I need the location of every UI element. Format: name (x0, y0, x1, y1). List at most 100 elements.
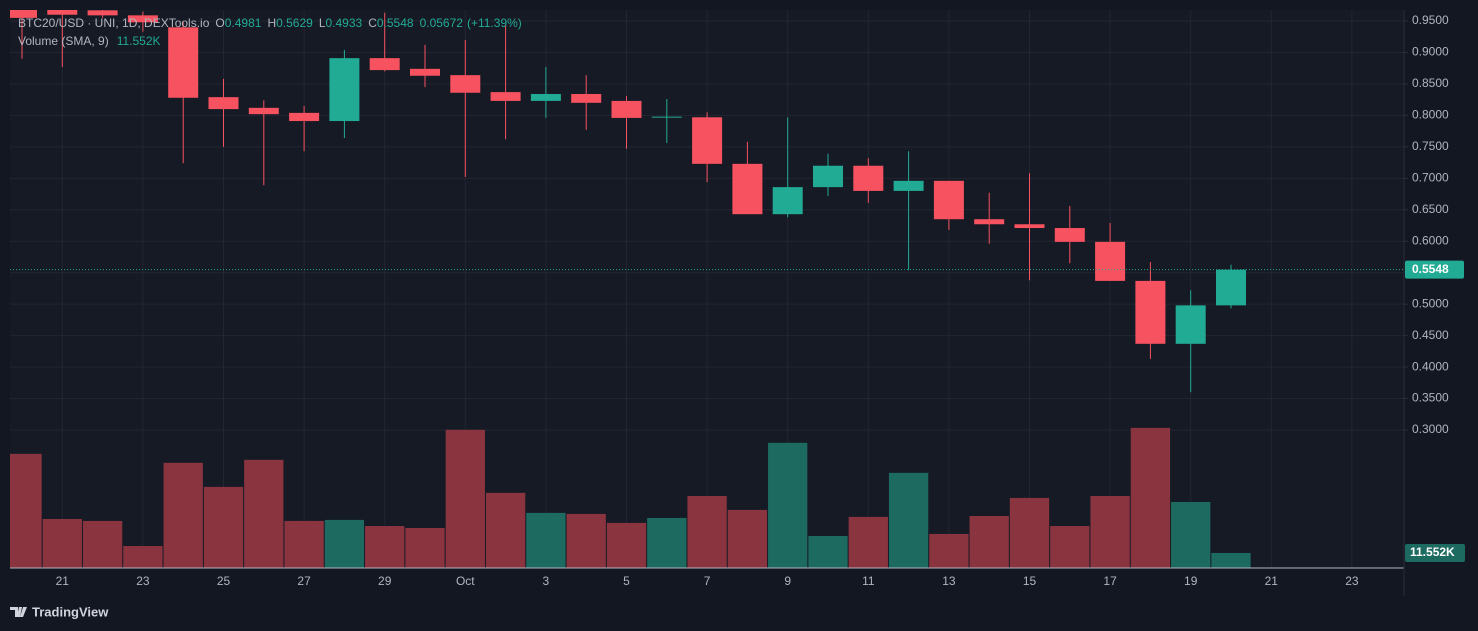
x-tick-label: 23 (1345, 574, 1359, 588)
last-volume-box (1405, 544, 1465, 562)
volume-bar (445, 429, 485, 568)
candle-body (651, 116, 682, 118)
ohlc-label: L (319, 16, 326, 30)
candle-body (893, 180, 924, 191)
y-tick-label: 0.8000 (1412, 108, 1449, 122)
x-tick-label: 25 (217, 574, 231, 588)
volume-bar (848, 516, 888, 568)
volume-bar (1211, 552, 1251, 568)
candle-body (853, 165, 884, 191)
volume-bar (647, 517, 687, 568)
y-tick-label: 0.4000 (1412, 359, 1449, 373)
volume-bar (244, 459, 284, 568)
candle-body (248, 107, 279, 115)
x-tick-label: 19 (1184, 574, 1198, 588)
candle-body (490, 92, 521, 101)
volume-bar (526, 512, 566, 568)
volume-bar (606, 522, 647, 568)
volume-bar (808, 536, 848, 568)
volume-bar (163, 462, 203, 568)
volume-bar (1171, 501, 1211, 568)
logo-icon (10, 607, 27, 617)
x-tick-label: 3 (543, 574, 550, 588)
y-tick-label: 0.6500 (1412, 202, 1449, 216)
volume-bar (1050, 526, 1090, 568)
x-tick-label: 13 (942, 574, 956, 588)
x-tick-label: 5 (623, 574, 630, 588)
volume-bar (727, 509, 768, 568)
x-tick-label: 7 (704, 574, 711, 588)
volume-bar (888, 472, 929, 568)
candle-body (732, 163, 763, 215)
y-tick-label: 0.3000 (1412, 422, 1449, 436)
volume-bar (929, 533, 969, 568)
last-price-label: 0.5548 (1412, 262, 1449, 276)
candle-body (813, 165, 843, 188)
ohlc-value: 0.4981 (225, 16, 262, 30)
brand-logo: TradingView (10, 604, 109, 619)
ohlc-label: O (215, 16, 224, 30)
volume-title: Volume (SMA, 9) (18, 34, 109, 48)
y-tick-label: 0.6000 (1412, 233, 1449, 247)
candle-body (1014, 224, 1045, 229)
y-tick-label: 0.3500 (1412, 391, 1449, 405)
candle-body (1095, 241, 1126, 281)
volume-bar (687, 495, 727, 568)
last-price-box (1405, 260, 1464, 279)
candle-body (1135, 280, 1166, 344)
volume-bar (10, 453, 42, 568)
volume-legend: Volume (SMA, 9) 11.552K (18, 34, 161, 48)
candle-body (1216, 269, 1246, 306)
candle-body (611, 100, 642, 118)
volume-bar (42, 518, 82, 568)
candle-body (933, 180, 964, 220)
volume-bar (566, 513, 606, 568)
ohlc-value: 0.4933 (326, 16, 363, 30)
x-tick-label: 27 (297, 574, 311, 588)
volume-bar (1130, 427, 1171, 568)
y-tick-label: 0.5000 (1412, 296, 1449, 310)
candle-body (772, 187, 803, 215)
candle-body (974, 219, 1005, 225)
symbol-title: BTC20/USD · UNI, 1D, DEXTools.io (18, 16, 210, 30)
volume-bar (203, 486, 244, 568)
y-tick-label: 0.7500 (1412, 139, 1449, 153)
x-tick-label: 17 (1103, 574, 1117, 588)
candle-body (87, 10, 118, 16)
candle-body (47, 10, 78, 15)
candle-body (289, 112, 320, 122)
y-tick-label: 0.9000 (1412, 45, 1449, 59)
y-tick-label: 0.4500 (1412, 328, 1449, 342)
volume-bar (1009, 497, 1050, 568)
axes: 0.30000.35000.40000.45000.50000.55000.60… (10, 13, 1465, 588)
volume-bar (82, 520, 123, 568)
volume-bar (324, 519, 365, 568)
ohlc-value: 0.5629 (276, 16, 313, 30)
candle-body (369, 58, 400, 71)
x-tick-label: 21 (1265, 574, 1279, 588)
x-tick-label: 9 (784, 574, 791, 588)
grid (10, 10, 1404, 568)
volume-bar (365, 526, 405, 568)
ohlc-value: 0.5548 (377, 16, 414, 30)
candle-body (127, 15, 158, 23)
volume-bar (405, 527, 445, 568)
x-tick-label: 21 (56, 574, 70, 588)
volume-bar (123, 546, 163, 568)
candle-body (168, 27, 199, 98)
x-tick-label: 23 (136, 574, 150, 588)
last-volume-label: 11.552K (1410, 545, 1455, 559)
brand-name: TradingView (32, 604, 109, 619)
volume-bar (969, 516, 1009, 568)
volume-bar (768, 442, 808, 568)
volume-bar (1090, 495, 1130, 568)
candle-body (571, 94, 602, 103)
volume-bar (485, 492, 526, 568)
ohlc-label: C (368, 16, 377, 30)
x-tick-label: 29 (378, 574, 392, 588)
candle-body (450, 75, 481, 93)
y-tick-label: 0.7000 (1412, 170, 1449, 184)
candle-body (692, 117, 723, 164)
candle-body (208, 97, 239, 110)
